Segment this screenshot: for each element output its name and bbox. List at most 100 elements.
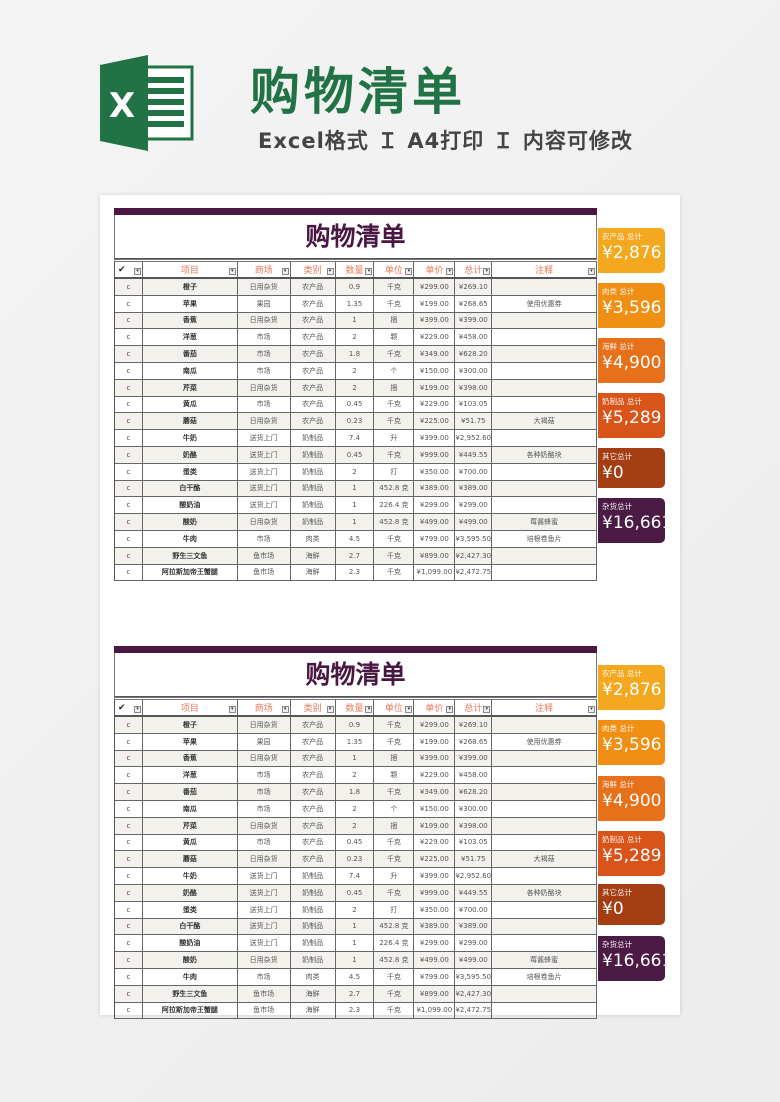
- cell-check[interactable]: c: [115, 733, 143, 751]
- summary-card-value: ¥4,900: [602, 791, 662, 811]
- cell-check[interactable]: c: [115, 717, 143, 734]
- cell-unit: 升: [374, 430, 415, 447]
- column-header-total[interactable]: 总计 ▾: [455, 700, 493, 715]
- summary-card-value: ¥3,596: [602, 298, 662, 318]
- cell-check[interactable]: c: [115, 935, 143, 953]
- cell-check[interactable]: c: [115, 817, 143, 835]
- cell-check[interactable]: c: [115, 564, 143, 582]
- filter-dropdown-icon[interactable]: ▾: [133, 706, 141, 713]
- column-header-unit[interactable]: 单位 ▾: [374, 700, 415, 715]
- table-row: c 芹菜 日用杂货 农产品 2 捆 ¥199.00 ¥398.00: [114, 379, 597, 397]
- cell-check[interactable]: c: [115, 430, 143, 447]
- cell-check[interactable]: c: [115, 295, 143, 313]
- column-header-quantity[interactable]: 数量 ▾: [336, 700, 375, 715]
- filter-dropdown-icon[interactable]: ▾: [446, 706, 454, 713]
- cell-quantity: 0.9: [335, 279, 375, 296]
- cell-check[interactable]: c: [115, 750, 143, 768]
- cell-check[interactable]: c: [115, 480, 143, 498]
- cell-check[interactable]: c: [115, 396, 143, 414]
- cell-check[interactable]: c: [115, 514, 143, 531]
- cell-check[interactable]: c: [115, 1002, 143, 1020]
- cell-item: 酸奶: [142, 514, 238, 531]
- column-header-store[interactable]: 商场 ▾: [238, 262, 291, 277]
- cell-check[interactable]: c: [115, 312, 143, 330]
- cell-check[interactable]: c: [115, 868, 143, 885]
- column-header-unit-price[interactable]: 单价 ▾: [414, 262, 456, 277]
- filter-dropdown-icon[interactable]: ▾: [588, 706, 596, 713]
- cell-store: 日用杂货: [237, 312, 291, 330]
- summary-card-value: ¥2,876: [602, 243, 662, 263]
- cell-check[interactable]: c: [115, 530, 143, 548]
- filter-dropdown-icon[interactable]: ▾: [228, 268, 236, 275]
- filter-dropdown-icon[interactable]: ▾: [281, 706, 289, 713]
- cell-notes: [492, 279, 597, 296]
- cell-check[interactable]: c: [115, 767, 143, 785]
- filter-dropdown-icon[interactable]: ▾: [326, 268, 334, 275]
- cell-check[interactable]: c: [115, 279, 143, 296]
- cell-store: 日用杂货: [237, 851, 291, 869]
- cell-check[interactable]: c: [115, 884, 143, 902]
- filter-dropdown-icon[interactable]: ▾: [483, 706, 491, 713]
- cell-check[interactable]: c: [115, 497, 143, 515]
- cell-category: 农产品: [290, 413, 336, 431]
- cell-category: 农产品: [290, 346, 336, 363]
- cell-check[interactable]: c: [115, 446, 143, 464]
- cell-item: 香蕉: [142, 750, 238, 768]
- cell-check[interactable]: c: [115, 952, 143, 969]
- cell-check[interactable]: c: [115, 547, 143, 565]
- cell-unit-price: ¥199.00: [414, 817, 456, 835]
- column-header-category[interactable]: 类别 ▾: [291, 262, 336, 277]
- cell-unit-price: ¥1,099.00: [414, 1002, 456, 1020]
- column-header-total[interactable]: 总计 ▾: [455, 262, 493, 277]
- column-header-category[interactable]: 类别 ▾: [291, 700, 336, 715]
- cell-store: 送货上门: [237, 868, 291, 885]
- cell-notes: 莓酱蜂蜜: [492, 514, 597, 531]
- cell-check[interactable]: c: [115, 379, 143, 397]
- cell-check[interactable]: c: [115, 901, 143, 919]
- cell-check[interactable]: c: [115, 346, 143, 363]
- cell-check[interactable]: c: [115, 362, 143, 380]
- cell-check[interactable]: c: [115, 968, 143, 986]
- column-header-unit[interactable]: 单位 ▾: [374, 262, 415, 277]
- filter-dropdown-icon[interactable]: ▾: [133, 268, 141, 275]
- column-header-unit-price[interactable]: 单价 ▾: [414, 700, 456, 715]
- filter-dropdown-icon[interactable]: ▾: [588, 268, 596, 275]
- filter-dropdown-icon[interactable]: ▾: [405, 706, 413, 713]
- table-row: c 阿拉斯加帝王蟹腿 鱼市场 海鲜 2.3 千克 ¥1,099.00 ¥2,472.75: [114, 564, 597, 582]
- filter-dropdown-icon[interactable]: ▾: [446, 268, 454, 275]
- summary-card-label: 其它总计: [602, 452, 632, 461]
- column-header-item[interactable]: 项目 ▾: [143, 700, 238, 715]
- cell-check[interactable]: c: [115, 834, 143, 852]
- cell-check[interactable]: c: [115, 800, 143, 818]
- column-header-check[interactable]: ✔ ▾: [115, 262, 143, 277]
- cell-check[interactable]: c: [115, 463, 143, 481]
- filter-dropdown-icon[interactable]: ▾: [281, 268, 289, 275]
- filter-dropdown-icon[interactable]: ▾: [365, 706, 373, 713]
- filter-dropdown-icon[interactable]: ▾: [326, 706, 334, 713]
- column-header-store[interactable]: 商场 ▾: [238, 700, 291, 715]
- cell-check[interactable]: c: [115, 329, 143, 347]
- column-header-item[interactable]: 项目 ▾: [143, 262, 238, 277]
- cell-check[interactable]: c: [115, 851, 143, 869]
- column-header-check[interactable]: ✔ ▾: [115, 700, 143, 715]
- cell-check[interactable]: c: [115, 784, 143, 801]
- cell-store: 市场: [237, 346, 291, 363]
- cell-check[interactable]: c: [115, 985, 143, 1003]
- cell-store: 果园: [237, 295, 291, 313]
- table-row: c 番茄 市场 农产品 1.8 千克 ¥349.00 ¥628.20: [114, 784, 597, 801]
- cell-unit-price: ¥225.00: [414, 851, 456, 869]
- cell-notes: [492, 480, 597, 498]
- filter-dropdown-icon[interactable]: ▾: [483, 268, 491, 275]
- column-header-notes[interactable]: 注释 ▾: [492, 700, 598, 715]
- cell-unit: 千克: [374, 834, 415, 852]
- filter-dropdown-icon[interactable]: ▾: [228, 706, 236, 713]
- cell-item: 奶酪: [142, 884, 238, 902]
- cell-check[interactable]: c: [115, 918, 143, 936]
- column-header-notes[interactable]: 注释 ▾: [492, 262, 598, 277]
- filter-dropdown-icon[interactable]: ▾: [365, 268, 373, 275]
- cell-category: 农产品: [290, 295, 336, 313]
- cell-unit-price: ¥389.00: [414, 918, 456, 936]
- cell-check[interactable]: c: [115, 413, 143, 431]
- filter-dropdown-icon[interactable]: ▾: [405, 268, 413, 275]
- column-header-quantity[interactable]: 数量 ▾: [336, 262, 375, 277]
